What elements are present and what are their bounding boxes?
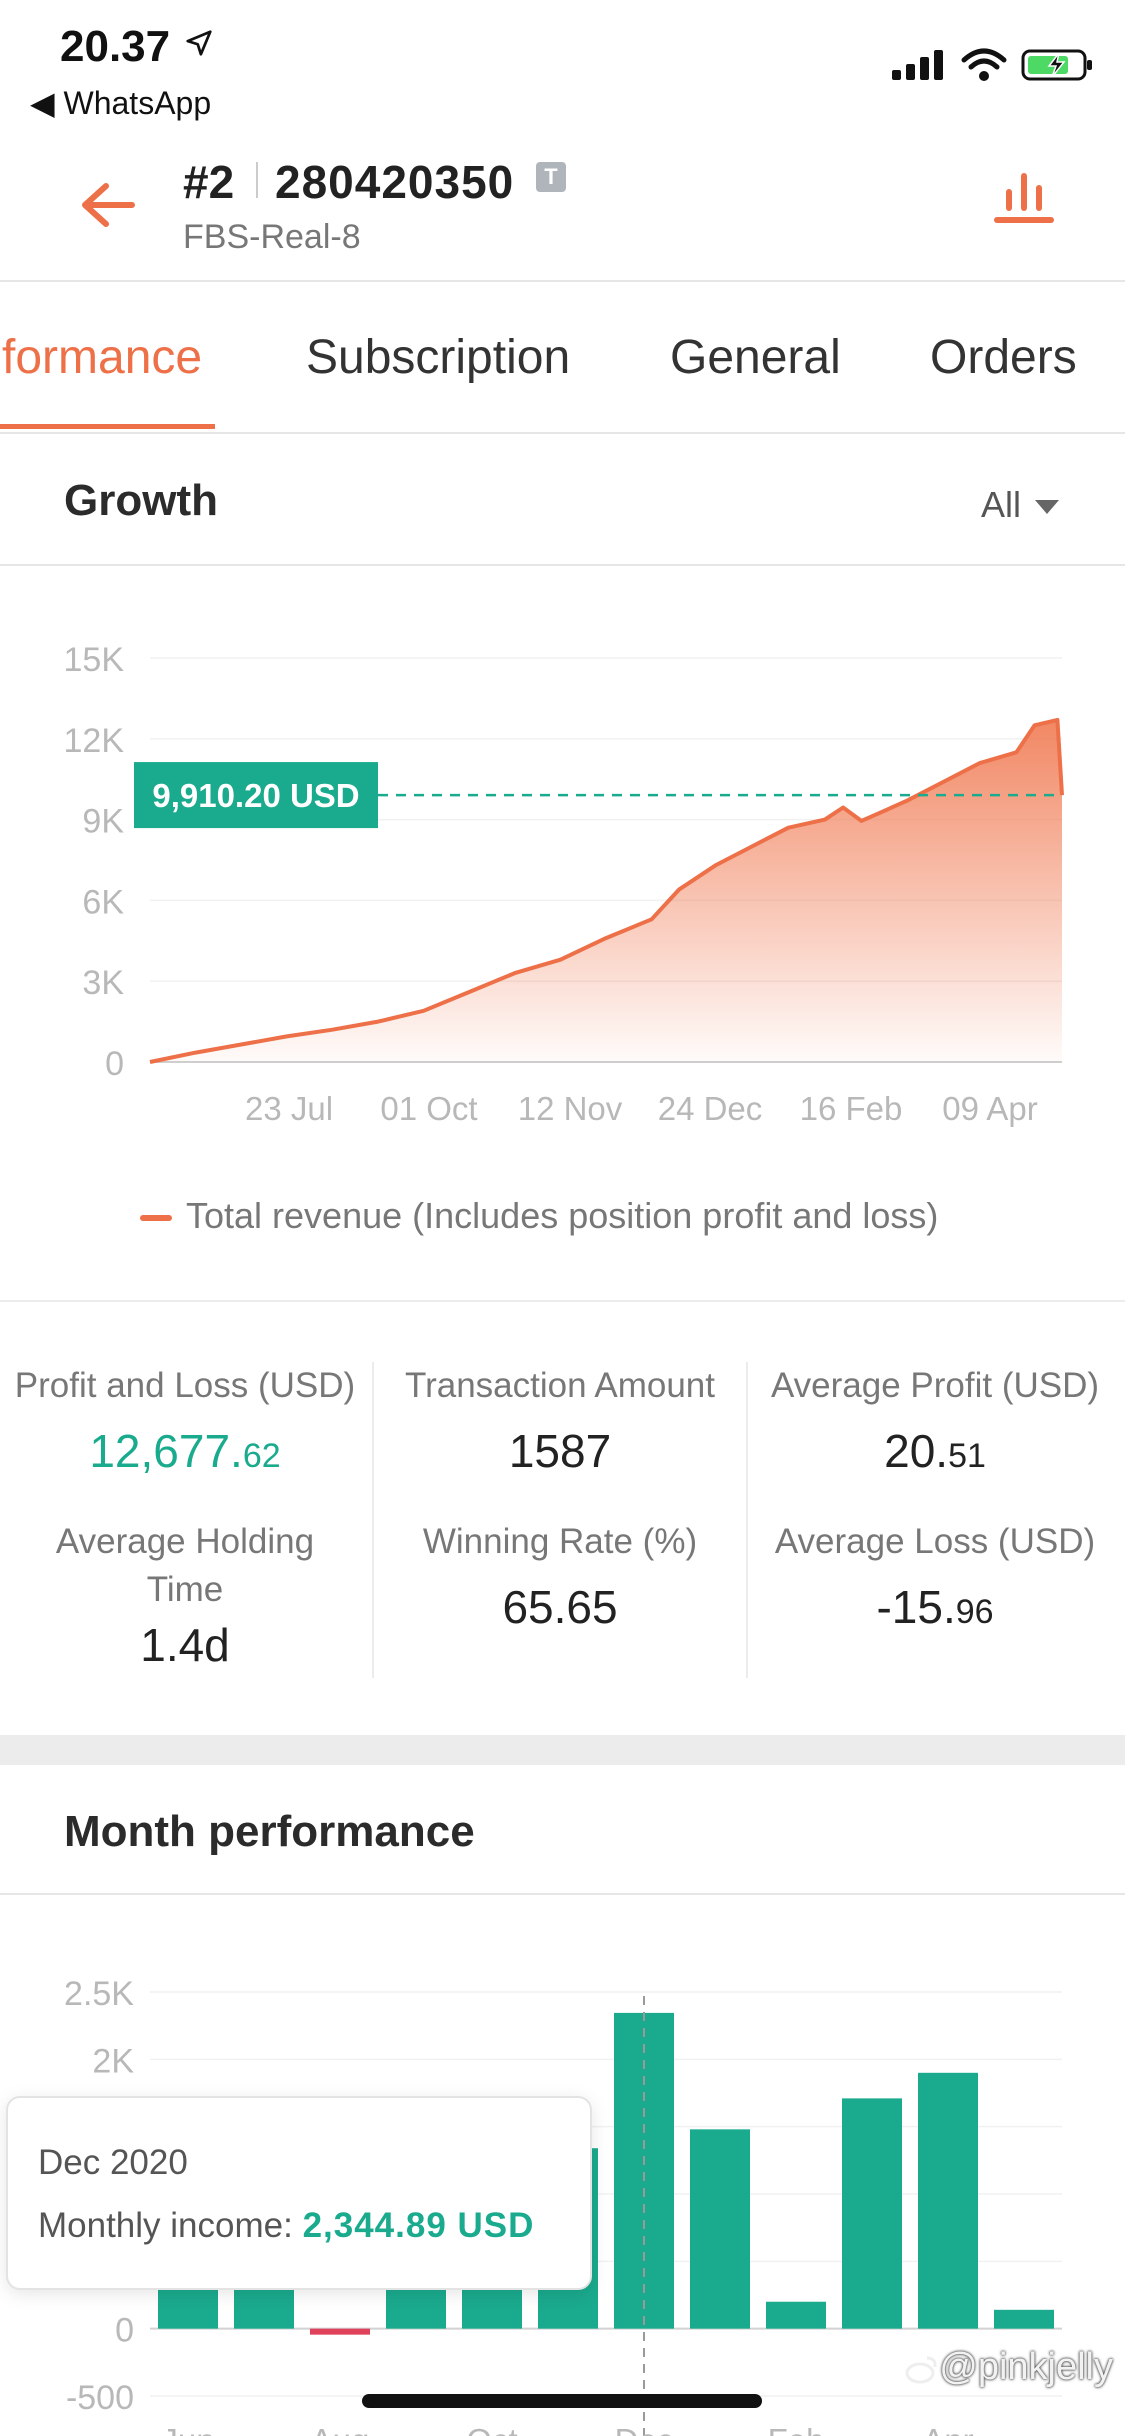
wifi-icon	[961, 48, 1007, 81]
month-performance-header: Month performance	[0, 1765, 1125, 1895]
header-separator	[256, 162, 258, 198]
tab-subscription[interactable]: Subscription	[306, 331, 571, 384]
section-gap	[0, 1735, 1125, 1765]
stat-label: Winning Rate (%)	[422, 1522, 698, 1561]
x-tick-label: Apr	[922, 2422, 973, 2436]
range-dropdown[interactable]: All	[981, 484, 1059, 526]
active-tab-indicator	[0, 424, 215, 429]
legend-label: Total revenue (Includes position profit …	[186, 1195, 939, 1236]
location-arrow-icon	[186, 30, 212, 56]
month-bar[interactable]	[766, 2301, 826, 2329]
growth-chart: 9,910.20 USD 15K 12K 9K 6K 3K 0 23 Jul 01 Oct 1…	[64, 641, 1064, 1127]
stat-winning-rate: Winning Rate (%) 65.65	[375, 1518, 745, 1634]
stat-value: 1587	[508, 1425, 612, 1477]
x-tick-label: Aug	[311, 2422, 370, 2436]
x-tick-label: 24 Dec	[658, 1090, 763, 1127]
tab-bar: formance Subscription General Orders	[0, 282, 1125, 434]
y-tick-label: 3K	[82, 964, 124, 1002]
y-tick-label: 0	[105, 1045, 124, 1083]
stat-profit-loss: Profit and Loss (USD) 12,677.62	[0, 1362, 370, 1478]
stat-label: Average Loss (USD)	[774, 1522, 1096, 1561]
stat-average-holding-time: Average Holding Time 1.4d	[0, 1518, 370, 1672]
stat-label: Average Holding Time	[55, 1522, 315, 1609]
tab-general[interactable]: General	[670, 331, 841, 384]
stat-label: Transaction Amount	[405, 1366, 715, 1405]
tooltip-income: Monthly income: 2,344.89 USD	[38, 2206, 535, 2245]
x-tick-label: 16 Feb	[800, 1090, 903, 1127]
month-bar[interactable]	[690, 2129, 750, 2329]
growth-header: Growth All	[0, 436, 1125, 566]
home-indicator[interactable]	[362, 2394, 762, 2408]
growth-area-fill	[150, 719, 1062, 1062]
signal-icon	[892, 50, 944, 80]
tab-performance[interactable]: formance	[2, 331, 203, 384]
month-bar[interactable]	[918, 2072, 978, 2329]
stat-label: Average Profit (USD)	[770, 1366, 1100, 1405]
watermark: @pinkjelly	[905, 2346, 1113, 2389]
stat-value: 12,677.62	[89, 1425, 281, 1477]
battery-charging-icon	[1021, 49, 1092, 81]
month-bar[interactable]	[842, 2098, 902, 2329]
stat-value: 1.4d	[140, 1619, 230, 1671]
back-to-app-link[interactable]: ◀ WhatsApp	[30, 85, 212, 121]
range-dropdown-value: All	[980, 484, 1021, 525]
x-tick-label: Oct	[466, 2422, 517, 2436]
month-bar[interactable]	[994, 2309, 1054, 2329]
stat-label: Profit and Loss (USD)	[14, 1366, 356, 1405]
y-tick-label: 9K	[82, 803, 124, 841]
stat-average-loss: Average Loss (USD) -15.96	[750, 1518, 1120, 1634]
weibo-icon	[905, 2356, 937, 2384]
x-tick-label: Feb	[768, 2422, 825, 2436]
section-divider	[0, 1300, 1125, 1302]
stat-value: -15.96	[876, 1581, 994, 1633]
y-tick-label: 2K	[92, 2042, 134, 2080]
stat-transaction-amount: Transaction Amount 1587	[375, 1362, 745, 1478]
stats-column-divider	[746, 1362, 748, 1678]
y-tick-label: -500	[66, 2379, 134, 2417]
month-performance-title: Month performance	[64, 1807, 475, 1856]
month-bar[interactable]	[310, 2328, 370, 2335]
stat-average-profit: Average Profit (USD) 20.51	[750, 1362, 1120, 1478]
status-time: 20.37	[60, 22, 214, 72]
account-server: FBS-Real-8	[183, 218, 361, 256]
bar-chart-icon[interactable]	[993, 170, 1055, 226]
account-header: #2 280420350 T FBS-Real-8	[0, 130, 1125, 282]
stat-value: 20.51	[884, 1425, 986, 1477]
back-arrow-icon[interactable]	[80, 182, 136, 228]
x-tick-label: Jun	[161, 2422, 214, 2436]
growth-legend: Total revenue (Includes position profit …	[140, 1195, 938, 1237]
y-tick-label: 12K	[64, 722, 125, 760]
growth-line	[149, 717, 1064, 1064]
x-tick-label: Dec	[615, 2422, 674, 2436]
growth-title: Growth	[64, 476, 218, 525]
x-tick-label: 01 Oct	[380, 1090, 477, 1127]
y-tick-label: 2.5K	[64, 1975, 134, 2013]
x-tick-label: 09 Apr	[942, 1090, 1037, 1127]
stat-value: 65.65	[502, 1581, 618, 1633]
account-type-badge: T	[536, 162, 566, 192]
tab-orders[interactable]: Orders	[930, 331, 1077, 384]
legend-swatch	[140, 1215, 172, 1222]
x-tick-label: 23 Jul	[245, 1090, 333, 1127]
y-tick-label: 15K	[64, 641, 125, 679]
x-tick-label: 12 Nov	[518, 1090, 623, 1127]
current-value-box	[134, 762, 378, 829]
y-tick-label: 6K	[82, 883, 124, 921]
tooltip-income-value: 2,344.89 USD	[302, 2206, 535, 2245]
stats-column-divider	[372, 1362, 374, 1678]
caret-down-icon	[1035, 500, 1059, 515]
tooltip-date: Dec 2020	[38, 2143, 188, 2182]
account-number: 280420350	[275, 156, 515, 208]
current-value-label: 9,910.20 USD	[152, 777, 359, 814]
status-icons	[890, 48, 1095, 87]
y-tick-label: 0	[115, 2312, 134, 2350]
bar-tooltip: Dec 2020 Monthly income: 2,344.89 USD	[6, 2096, 592, 2290]
account-rank: #2	[183, 156, 235, 208]
